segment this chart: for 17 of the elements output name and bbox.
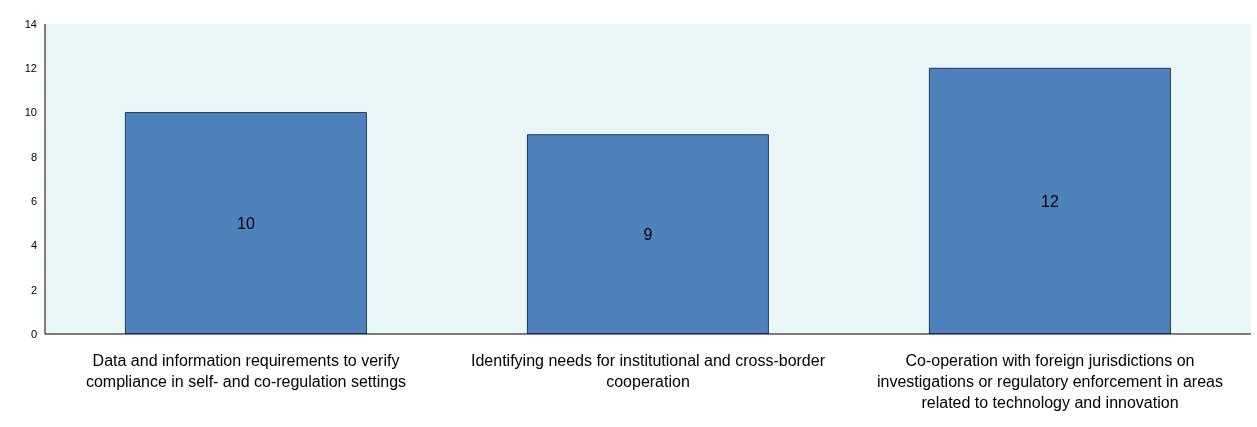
y-tick-label: 14 xyxy=(24,17,37,30)
data-label: 12 xyxy=(1041,192,1059,210)
data-label: 9 xyxy=(643,226,653,244)
y-tick-label: 12 xyxy=(24,62,37,75)
y-tick-label: 4 xyxy=(30,239,37,252)
bar xyxy=(124,112,367,334)
x-tick-label: Data and information requirements to verify compliance in self- and co-regulation settings xyxy=(85,352,407,390)
y-tick-label: 0 xyxy=(30,327,37,340)
bar xyxy=(526,134,769,334)
x-tick-label: Co-operation with foreign jurisdictions on investigations or regulatory enforcement in areas related to technology and innovation xyxy=(877,352,1223,411)
y-tick-label: 10 xyxy=(24,106,37,119)
x-tick-label: Identifying needs for institutional and cross-border cooperation xyxy=(471,352,826,390)
y-tick-label: 6 xyxy=(30,195,37,208)
y-tick-label: 8 xyxy=(30,150,37,163)
data-label: 10 xyxy=(237,214,255,232)
bar xyxy=(928,67,1171,334)
y-tick-label: 2 xyxy=(30,283,37,296)
